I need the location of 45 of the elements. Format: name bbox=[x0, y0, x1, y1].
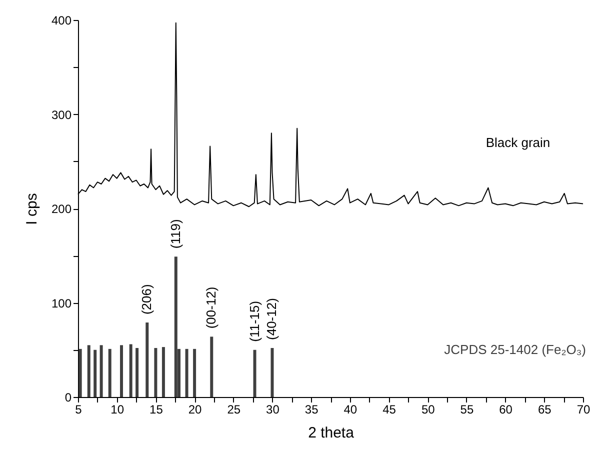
annotation: (119) bbox=[168, 219, 183, 249]
x-tick-label: 45 bbox=[382, 402, 396, 416]
bar bbox=[146, 322, 149, 397]
x-tick-label: 25 bbox=[227, 402, 241, 416]
x-tick-label: 55 bbox=[460, 402, 474, 416]
x-axis-title: 2 theta bbox=[308, 424, 355, 442]
bar bbox=[185, 348, 188, 397]
x-tick-label: 35 bbox=[304, 402, 319, 416]
bar bbox=[270, 348, 274, 397]
bar bbox=[174, 256, 178, 397]
y-tick-label: 300 bbox=[51, 108, 72, 122]
bar bbox=[94, 350, 97, 397]
annotation: (11-15) bbox=[246, 300, 262, 342]
bar bbox=[210, 336, 214, 397]
y-tick-label: 100 bbox=[51, 296, 72, 310]
x-tick-label: 10 bbox=[110, 402, 124, 416]
x-tick-label: 65 bbox=[538, 402, 552, 416]
bar bbox=[136, 348, 139, 397]
bar bbox=[253, 350, 256, 397]
text: Black grain bbox=[486, 135, 550, 150]
x-tick-label: 20 bbox=[188, 402, 202, 416]
annotation: (40-12) bbox=[264, 298, 280, 340]
bar bbox=[162, 347, 165, 397]
y-tick-label: 400 bbox=[51, 14, 72, 28]
x-tick-label: 40 bbox=[344, 402, 358, 416]
x-tick-label: 5 bbox=[75, 402, 82, 416]
bar bbox=[129, 344, 132, 397]
bar bbox=[193, 348, 196, 397]
x-tick-label: 15 bbox=[150, 402, 164, 416]
y-axis-title: I cps bbox=[23, 193, 40, 225]
annotation: (00-12) bbox=[204, 286, 219, 329]
y-tick-label: 0 bbox=[64, 390, 72, 404]
y-tick-label: 200 bbox=[51, 202, 72, 216]
x-tick-label: 70 bbox=[576, 402, 590, 416]
x-tick-label: 30 bbox=[266, 402, 280, 416]
bar bbox=[120, 345, 124, 397]
x-tick-label: 60 bbox=[499, 402, 513, 416]
bar bbox=[154, 348, 158, 397]
text: JCPDS 25-1402 (Fe₂O₃) bbox=[444, 342, 586, 357]
bar bbox=[78, 348, 82, 397]
x-tick-label: 50 bbox=[421, 402, 436, 416]
annotation: (206) bbox=[139, 284, 154, 315]
bar bbox=[100, 345, 103, 397]
bar bbox=[87, 345, 90, 397]
bar bbox=[108, 348, 112, 397]
